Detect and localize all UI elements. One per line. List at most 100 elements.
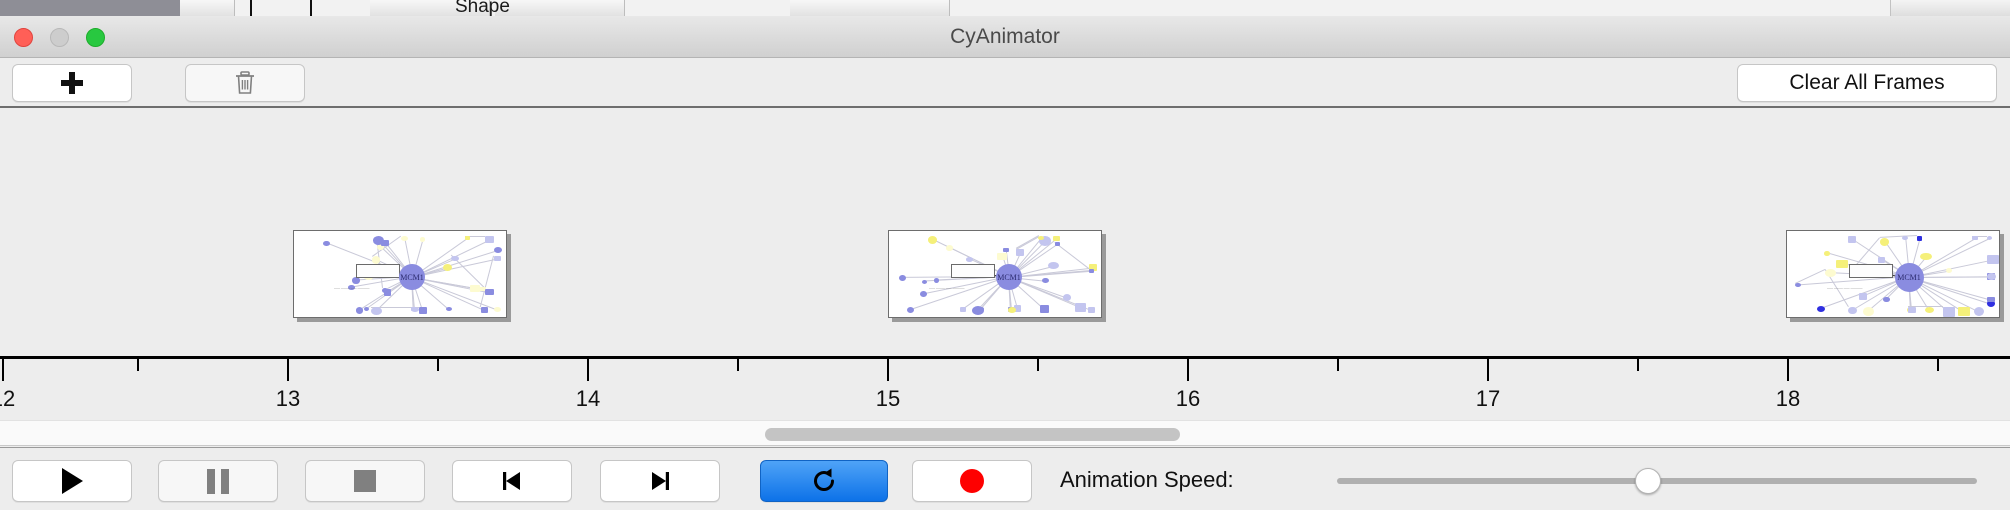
network-node [1971, 236, 1979, 241]
background-segment [495, 0, 625, 16]
close-button[interactable] [14, 28, 33, 47]
network-node [383, 289, 392, 296]
skip-forward-icon [652, 472, 669, 490]
timeline-tick [1187, 359, 1189, 381]
network-node [1859, 293, 1867, 301]
network-node [371, 307, 383, 315]
network-node [1987, 300, 1995, 308]
minimize-button[interactable] [50, 28, 69, 47]
title-bar: CyAnimator [0, 16, 2010, 58]
stop-icon [354, 470, 376, 492]
timeline-tick [1637, 359, 1639, 371]
network-node [355, 307, 364, 314]
network-tooltip [1849, 264, 1893, 278]
timeline-tick-label: 16 [1175, 386, 1201, 411]
network-node [1824, 251, 1831, 256]
timeline-tick [1787, 359, 1789, 381]
network-node [921, 279, 927, 284]
network-node [1087, 307, 1096, 314]
network-node [1002, 248, 1009, 253]
clear-all-frames-button[interactable]: Clear All Frames [1737, 64, 1997, 102]
network-node [373, 236, 385, 245]
network-node [933, 278, 940, 283]
network-node [1848, 307, 1857, 315]
scrollbar-thumb[interactable] [765, 428, 1180, 441]
pause-icon [207, 468, 229, 494]
network-node [1089, 264, 1097, 272]
network-node [972, 305, 985, 315]
network-tooltip [356, 264, 400, 278]
network-node [1987, 272, 1997, 280]
network-node [1015, 248, 1025, 256]
background-segment [180, 0, 235, 16]
timeline-tick [1937, 359, 1939, 371]
pause-button[interactable] [158, 460, 278, 502]
network-tooltip [951, 264, 995, 278]
timeline-tick-label: 18 [1775, 386, 1801, 411]
network-node [1836, 259, 1848, 268]
network-node [1920, 252, 1933, 261]
network-node [485, 236, 494, 244]
record-button[interactable] [912, 460, 1032, 502]
timeline-tick-label: 14 [575, 386, 601, 411]
timeline-ruler-line [0, 356, 2010, 359]
last-frame-button[interactable] [600, 460, 720, 502]
network-node [1987, 296, 1995, 303]
network-node [1075, 302, 1087, 312]
loop-button[interactable] [760, 460, 888, 502]
record-icon [960, 469, 984, 493]
network-node [376, 244, 385, 251]
timeline-scrollbar[interactable] [0, 420, 2010, 446]
skip-back-icon [503, 472, 520, 490]
network-node [920, 291, 928, 298]
network-node [1945, 268, 1952, 274]
network-node [411, 307, 419, 312]
timeline-tick-label: 13 [275, 386, 301, 411]
network-node [445, 307, 452, 311]
frame-thumbnail: —— ——— —— ———— MCM1 [293, 230, 507, 318]
background-window-strip: Shape [0, 0, 2010, 16]
animation-speed-thumb[interactable] [1635, 468, 1661, 494]
timeline-tick [2, 359, 4, 381]
timeline-frame[interactable]: —— ——— —— ———— MCM1 [293, 230, 511, 322]
network-node [1014, 305, 1022, 312]
network-node [1957, 307, 1970, 317]
network-caption: —— ——— —— ———— [929, 286, 965, 290]
toolbar: Clear All Frames [0, 58, 2010, 108]
network-node [1916, 236, 1923, 241]
network-node [1041, 277, 1050, 284]
network-node [323, 240, 330, 247]
add-frame-button[interactable] [12, 64, 132, 102]
delete-frame-button[interactable] [185, 64, 305, 102]
trash-icon [236, 71, 254, 94]
background-dark-segment [0, 0, 180, 16]
timeline-frame[interactable]: —— ——— —— ———— MCM1 [888, 230, 1106, 322]
network-node [1883, 297, 1890, 302]
network-caption: —— ——— —— ———— [334, 286, 370, 290]
stop-button[interactable] [305, 460, 425, 502]
timeline-tick-label: 15 [875, 386, 901, 411]
timeline-panel[interactable]: —— ——— —— ———— MCM1 —— ——— —— ———— MCM1 —— —… [0, 110, 2010, 420]
network-node [1848, 236, 1856, 244]
animation-speed-label: Animation Speed: [1060, 467, 1234, 492]
network-node [381, 240, 390, 246]
play-button[interactable] [12, 460, 132, 502]
network-node [1987, 255, 1999, 264]
network-node [1924, 307, 1934, 314]
playback-bar: Animation Speed: [0, 447, 2010, 510]
timeline-tick [737, 359, 739, 371]
background-segment [370, 0, 490, 16]
timeline-tick [887, 359, 889, 381]
zoom-button[interactable] [86, 28, 105, 47]
background-tick-icon [310, 0, 312, 16]
network-node [494, 256, 502, 261]
network-node [1008, 307, 1016, 313]
timeline-frame[interactable]: —— ——— —— ———— MCM1 [1786, 230, 2004, 322]
network-node [485, 289, 495, 296]
first-frame-button[interactable] [452, 460, 572, 502]
network-edge [1054, 241, 1089, 269]
network-node [997, 252, 1008, 261]
network-node [419, 237, 426, 243]
network-node [945, 245, 953, 251]
